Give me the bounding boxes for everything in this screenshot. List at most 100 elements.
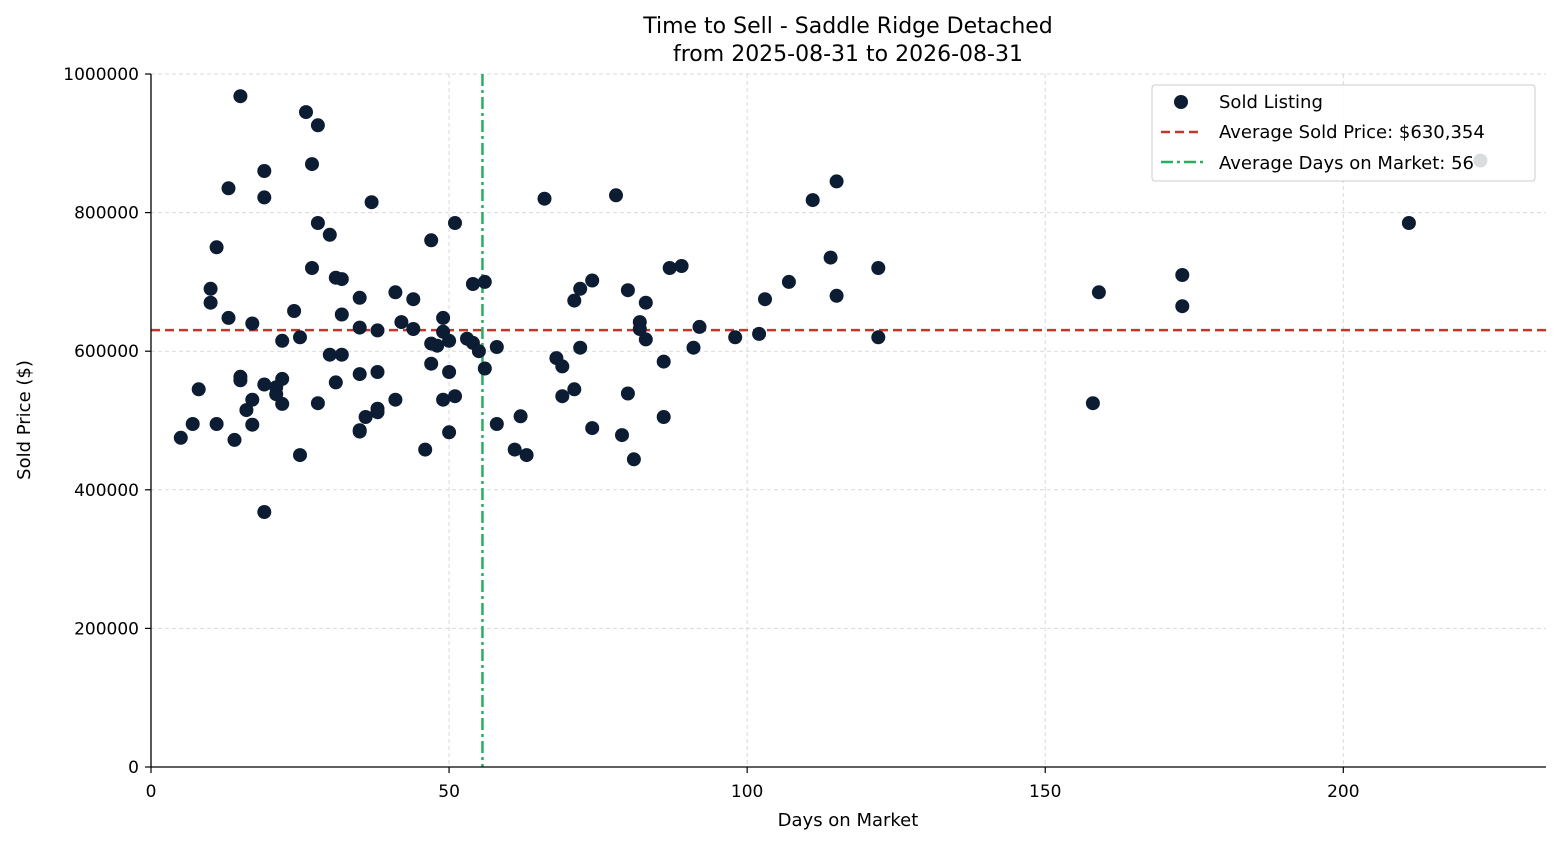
data-point (352, 424, 367, 439)
x-ticks: 0 50 100 150 200 (146, 767, 1360, 802)
data-point (328, 375, 343, 390)
data-point (257, 505, 272, 519)
data-point (418, 442, 433, 457)
data-point (1175, 299, 1190, 314)
data-point (620, 283, 635, 298)
x-tick-label: 100 (731, 782, 763, 802)
data-point (465, 277, 480, 291)
data-point (287, 304, 302, 318)
data-point (585, 421, 600, 436)
data-point (370, 323, 385, 338)
data-point (406, 322, 421, 336)
data-point (370, 405, 385, 420)
y-axis-label: Sold Price ($) (14, 360, 35, 480)
data-point (686, 340, 701, 355)
data-point (185, 417, 200, 431)
data-point (209, 240, 224, 255)
data-point (310, 396, 325, 411)
data-point (388, 285, 403, 300)
data-point (293, 448, 307, 463)
axes (150, 74, 1546, 768)
y-tick-label: 800000 (74, 204, 139, 224)
data-point (448, 216, 462, 230)
data-point (352, 320, 367, 335)
data-point (1091, 285, 1106, 300)
data-point (758, 292, 772, 307)
y-tick-label: 1000000 (63, 65, 139, 85)
data-point (626, 452, 641, 467)
data-point (245, 417, 260, 432)
data-point (203, 295, 218, 310)
data-point (233, 373, 248, 388)
data-point (305, 157, 319, 172)
data-point (299, 105, 313, 120)
data-point (555, 389, 570, 404)
y-tick-label: 600000 (74, 342, 139, 362)
data-point (1175, 268, 1190, 282)
data-point (805, 193, 820, 208)
data-point (293, 330, 307, 345)
data-point (477, 361, 492, 376)
legend-label-avg-days: Average Days on Market: 56 (1219, 153, 1474, 174)
data-point (245, 316, 260, 331)
y-tick-label: 0 (128, 758, 139, 778)
data-point (620, 386, 635, 401)
data-point (585, 273, 600, 288)
data-point (364, 195, 379, 210)
data-point (257, 190, 272, 205)
data-point (424, 233, 439, 248)
data-point (358, 410, 373, 424)
data-point (555, 359, 570, 374)
data-point (233, 89, 248, 104)
y-ticks: 0 200000 400000 600000 800000 1000000 (63, 65, 151, 778)
data-point (871, 261, 886, 275)
data-point (245, 392, 260, 407)
data-point (322, 227, 337, 242)
data-point (436, 310, 451, 325)
legend-label-sold: Sold Listing (1219, 92, 1323, 113)
x-tick-label: 150 (1029, 782, 1061, 802)
data-point (310, 118, 325, 133)
data-point (257, 377, 272, 392)
data-point (227, 432, 242, 447)
x-tick-label: 200 (1327, 782, 1359, 802)
data-point (609, 188, 623, 203)
data-point (829, 288, 844, 303)
data-point (221, 310, 236, 325)
data-point (203, 281, 218, 296)
data-point (257, 164, 272, 178)
data-point (477, 274, 492, 289)
data-point (352, 290, 367, 305)
data-point (656, 354, 671, 369)
data-point (573, 340, 588, 355)
data-point (424, 356, 439, 371)
data-point (173, 430, 188, 445)
data-point (537, 191, 552, 206)
data-point (388, 392, 403, 407)
data-point (322, 347, 337, 362)
data-point (310, 216, 325, 230)
data-point (638, 295, 653, 310)
data-point (209, 417, 224, 431)
data-point (829, 174, 844, 189)
x-tick-label: 50 (438, 782, 460, 802)
data-point (221, 181, 236, 196)
data-point (406, 292, 421, 307)
data-point (275, 371, 290, 386)
data-point (489, 340, 504, 354)
data-point (507, 442, 522, 457)
legend-label-avg-price: Average Sold Price: $630,354 (1219, 122, 1485, 143)
data-point (823, 250, 838, 265)
data-point (1085, 396, 1100, 411)
data-point (656, 410, 671, 424)
legend-marker-sold (1174, 95, 1188, 109)
data-point (615, 428, 629, 443)
data-point (448, 389, 462, 404)
data-point (489, 417, 504, 431)
data-point (334, 272, 349, 287)
data-point (442, 365, 457, 379)
data-point (471, 344, 486, 359)
data-point (275, 333, 290, 348)
data-point (728, 330, 743, 345)
